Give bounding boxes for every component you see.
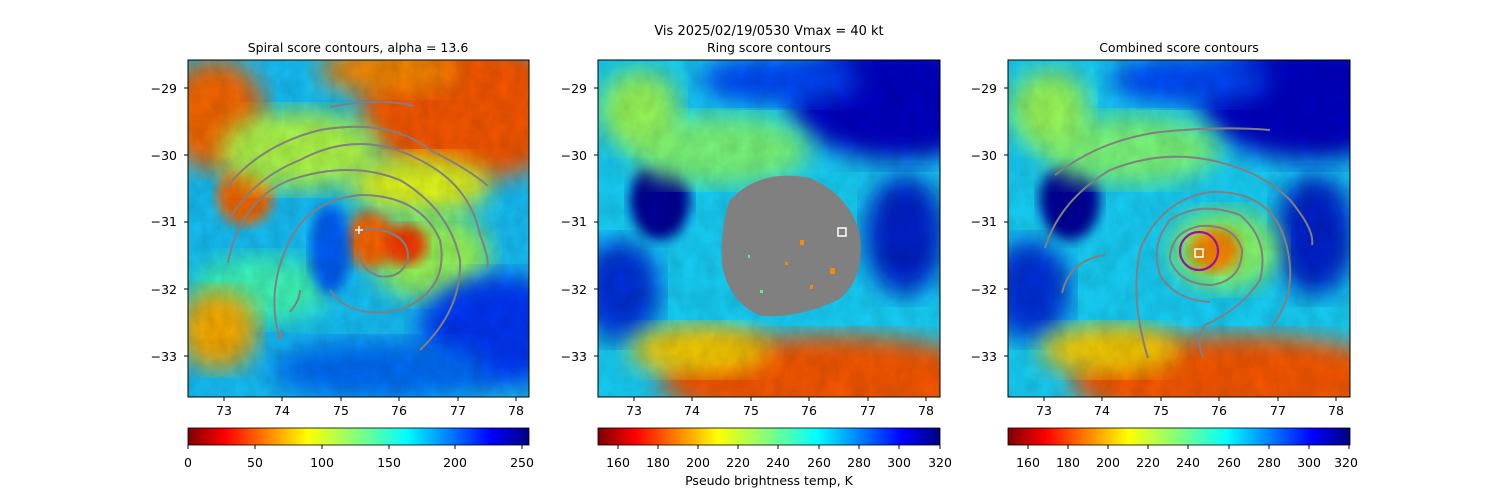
tick-y: −31 xyxy=(561,214,587,229)
panel-spiral-title: Spiral score contours, alpha = 13.6 xyxy=(248,40,469,55)
panel-ring-xaxis: 73 74 75 76 77 78 xyxy=(626,397,934,418)
tick-x: 73 xyxy=(1036,403,1052,418)
tick-y: −30 xyxy=(151,148,177,163)
tick-x: 74 xyxy=(684,403,700,418)
panel-combined-yaxis: −29 −30 −31 −32 −33 xyxy=(971,81,1008,364)
colorbar-tick: 100 xyxy=(310,455,334,470)
tick-x: 75 xyxy=(1153,403,1169,418)
colorbar-tick: 280 xyxy=(847,455,871,470)
colorbar-tick: 0 xyxy=(184,455,192,470)
colorbar-tick: 260 xyxy=(807,455,831,470)
panel-ring-yaxis: −29 −30 −31 −32 −33 xyxy=(561,81,598,364)
panel-ring-image xyxy=(598,60,940,397)
colorbar-tick: 300 xyxy=(1297,455,1321,470)
tick-x: 75 xyxy=(743,403,759,418)
tick-y: −29 xyxy=(561,81,587,96)
panel-ring-max-marker xyxy=(837,227,847,237)
figure-title: Vis 2025/02/19/0530 Vmax = 40 kt xyxy=(654,24,883,39)
panel-spiral-image xyxy=(188,60,529,397)
colorbar-tick: 160 xyxy=(1016,455,1040,470)
colorbar-tick: 200 xyxy=(443,455,467,470)
tick-y: −32 xyxy=(561,282,587,297)
panel-spiral: Spiral score contours, alpha = 13.6 xyxy=(151,40,534,470)
panel-spiral-yaxis: −29 −30 −31 −32 −33 xyxy=(151,81,188,364)
colorbar-tick: 300 xyxy=(887,455,911,470)
tick-y: −30 xyxy=(561,148,587,163)
colorbar-tick: 240 xyxy=(1176,455,1200,470)
tick-y: −29 xyxy=(151,81,177,96)
tick-y: −31 xyxy=(151,214,177,229)
panel-combined-colorbar: 160 180 200 220 240 260 280 300 320 xyxy=(1007,427,1358,470)
tick-x: 77 xyxy=(860,403,876,418)
panel-spiral-frame xyxy=(187,59,530,398)
tick-y: −31 xyxy=(971,214,997,229)
colorbar-tick: 240 xyxy=(766,455,790,470)
panel-combined-title: Combined score contours xyxy=(1099,40,1259,55)
panel-spiral-contours xyxy=(225,100,489,351)
panel-combined: Combined score contours xyxy=(971,40,1358,470)
tick-x: 77 xyxy=(1270,403,1286,418)
panel-spiral-center-marker xyxy=(355,226,363,234)
tick-x: 73 xyxy=(626,403,642,418)
tick-y: −33 xyxy=(561,349,587,364)
panel-ring-colorbar: 160 180 200 220 240 260 280 300 320 Pseu… xyxy=(597,427,952,488)
panel-ring-frame xyxy=(597,59,941,398)
colorbar-tick: 50 xyxy=(247,455,263,470)
tick-x: 76 xyxy=(1211,403,1227,418)
panel-combined-center-circle xyxy=(1178,230,1220,272)
tick-y: −29 xyxy=(971,81,997,96)
panel-combined-center-marker xyxy=(1194,248,1204,258)
tick-x: 76 xyxy=(391,403,407,418)
colorbar-tick: 150 xyxy=(377,455,401,470)
panel-ring: Ring score contours xyxy=(561,40,952,488)
panel-spiral-xaxis: 73 74 75 76 77 78 xyxy=(216,397,524,418)
colorbar-tick: 260 xyxy=(1217,455,1241,470)
tick-x: 74 xyxy=(274,403,290,418)
tick-x: 73 xyxy=(216,403,232,418)
colorbar-label: Pseudo brightness temp, K xyxy=(685,473,854,488)
colorbar-tick: 180 xyxy=(646,455,670,470)
colorbar-tick: 280 xyxy=(1257,455,1281,470)
colorbar-tick: 320 xyxy=(928,455,952,470)
colorbar-tick: 250 xyxy=(510,455,534,470)
tick-x: 75 xyxy=(333,403,349,418)
panel-combined-frame xyxy=(1007,59,1351,398)
tick-y: −30 xyxy=(971,148,997,163)
tick-y: −33 xyxy=(151,349,177,364)
panel-combined-contours xyxy=(1044,127,1314,359)
colorbar-tick: 180 xyxy=(1056,455,1080,470)
panel-spiral-colorbar: 0 50 100 150 200 250 xyxy=(184,427,534,470)
tick-x: 78 xyxy=(918,403,934,418)
tick-y: −32 xyxy=(971,282,997,297)
tick-x: 78 xyxy=(1328,403,1344,418)
colorbar-tick: 200 xyxy=(1096,455,1120,470)
tick-x: 74 xyxy=(1094,403,1110,418)
tick-x: 77 xyxy=(450,403,466,418)
colorbar-tick: 220 xyxy=(1136,455,1160,470)
panel-combined-image xyxy=(1008,60,1350,397)
colorbar-tick: 220 xyxy=(726,455,750,470)
panel-ring-title: Ring score contours xyxy=(707,40,831,55)
tick-x: 78 xyxy=(508,403,524,418)
tick-x: 76 xyxy=(801,403,817,418)
colorbar-tick: 160 xyxy=(606,455,630,470)
tick-y: −32 xyxy=(151,282,177,297)
panel-ring-masked-region xyxy=(721,175,861,317)
colorbar-tick: 320 xyxy=(1334,455,1358,470)
tick-y: −33 xyxy=(971,349,997,364)
panel-combined-xaxis: 73 74 75 76 77 78 xyxy=(1036,397,1344,418)
colorbar-tick: 200 xyxy=(686,455,710,470)
